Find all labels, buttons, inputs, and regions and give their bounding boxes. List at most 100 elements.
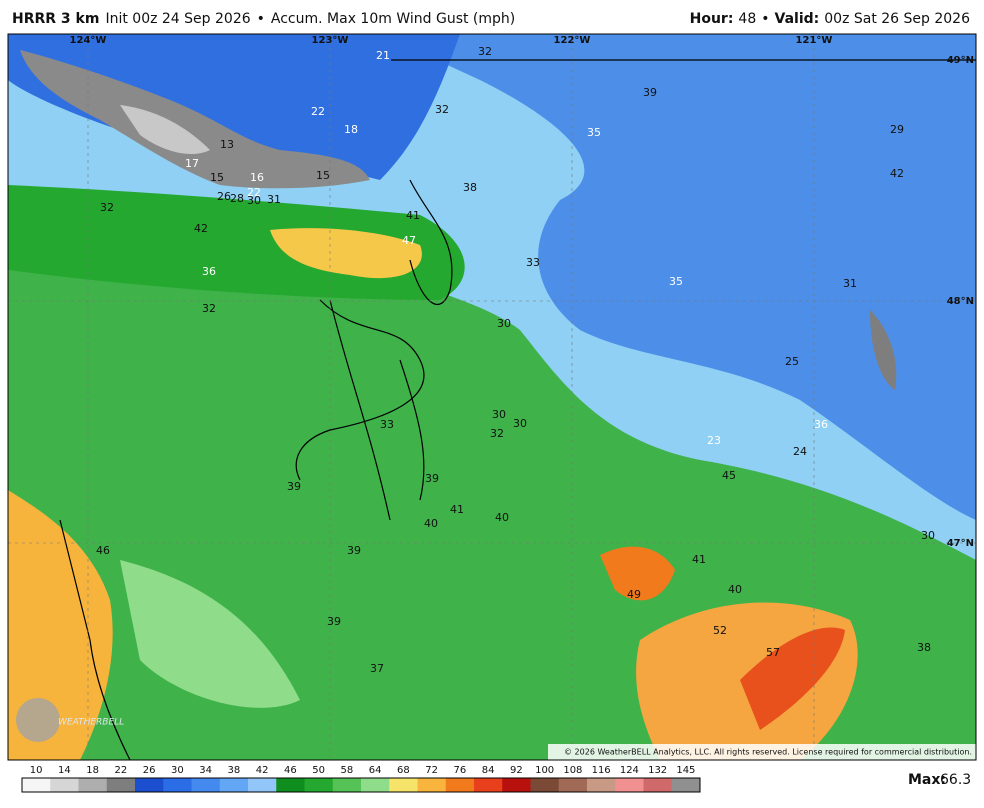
graticule xyxy=(8,34,976,760)
scale-swatch xyxy=(445,778,475,792)
value-label: 25 xyxy=(785,355,799,368)
scale-swatch xyxy=(587,778,616,792)
copyright: © 2026 WeatherBELL Analytics, LLC. All r… xyxy=(564,748,972,757)
value-label: 39 xyxy=(643,86,657,99)
value-label: 41 xyxy=(692,553,706,566)
value-label: 26 xyxy=(217,190,231,203)
value-label: 38 xyxy=(917,641,931,654)
region-light-green xyxy=(120,560,300,708)
scale-tick-label: 64 xyxy=(369,765,382,776)
scale-tick-label: 132 xyxy=(648,765,667,776)
value-label: 37 xyxy=(370,662,384,675)
field-name: Accum. Max 10m Wind Gust (mph) xyxy=(271,11,515,27)
scale-swatch xyxy=(615,778,644,792)
scale-tick-label: 145 xyxy=(676,765,695,776)
value-label: 36 xyxy=(814,418,828,431)
scale-tick-label: 100 xyxy=(535,765,554,776)
scale-tick-label: 30 xyxy=(171,765,184,776)
scale-swatch xyxy=(163,778,192,792)
scale-tick-label: 116 xyxy=(592,765,611,776)
max-value: 66.3 xyxy=(940,772,971,788)
region-yellow xyxy=(270,228,422,279)
value-label: 35 xyxy=(669,275,683,288)
separator: • xyxy=(257,11,265,27)
region-gray xyxy=(120,105,210,155)
watermark: WEATHERBELL xyxy=(58,718,124,728)
value-label: 52 xyxy=(713,624,727,637)
value-label: 45 xyxy=(722,469,736,482)
value-label: 22 xyxy=(311,105,325,118)
scale-tick-label: 46 xyxy=(284,765,297,776)
value-label: 30 xyxy=(247,194,261,207)
coastline xyxy=(59,179,453,760)
value-label: 40 xyxy=(728,583,742,596)
scale-swatch xyxy=(502,778,531,792)
grid-label: 121°W xyxy=(796,35,833,46)
region-red xyxy=(740,627,845,730)
value-label: 15 xyxy=(210,171,224,184)
separator: • xyxy=(761,11,769,27)
value-label: 41 xyxy=(450,503,464,516)
scale-swatch xyxy=(50,778,79,792)
header: HRRR 3 km Init 00z 24 Sep 2026 • Accum. … xyxy=(12,11,970,27)
scale-swatch xyxy=(389,778,418,792)
max-label: Max: xyxy=(908,772,946,788)
valid-time: 00z Sat 26 Sep 2026 xyxy=(824,11,970,27)
value-label: 30 xyxy=(497,317,511,330)
scale-swatch xyxy=(191,778,221,792)
scale-tick-label: 10 xyxy=(30,765,43,776)
region-orange xyxy=(600,546,675,601)
color-scale: 10 14 18 22 26 30 34 38 42 46 50 58 64 68 72 76 84 92 100 1… xyxy=(21,765,701,793)
scale-frame xyxy=(21,777,701,793)
scale-tick-label: 26 xyxy=(143,765,156,776)
scale-swatch xyxy=(671,778,701,792)
scale-swatch xyxy=(22,778,51,792)
grid-label: 124°W xyxy=(70,35,107,46)
logo-icon xyxy=(16,698,60,742)
scale-tick-label: 84 xyxy=(482,765,495,776)
region-gray xyxy=(20,50,370,189)
scale-tick-label: 50 xyxy=(312,765,325,776)
value-label: 32 xyxy=(490,427,504,440)
scale-tick-label: 108 xyxy=(563,765,582,776)
value-label: 57 xyxy=(766,646,780,659)
value-label: 39 xyxy=(425,472,439,485)
grid-label: 48°N xyxy=(947,296,974,307)
hour-label: Hour: xyxy=(690,11,734,27)
value-label: 15 xyxy=(316,169,330,182)
value-label: 38 xyxy=(463,181,477,194)
value-label: 24 xyxy=(793,445,807,458)
value-label: 28 xyxy=(230,192,244,205)
value-label: 40 xyxy=(495,511,509,524)
value-label: 13 xyxy=(220,138,234,151)
value-label: 31 xyxy=(267,193,281,206)
value-label: 36 xyxy=(202,265,216,278)
scale-swatch xyxy=(135,778,164,792)
value-label: 42 xyxy=(194,222,208,235)
value-label: 32 xyxy=(435,103,449,116)
scale-swatch xyxy=(558,778,588,792)
scale-swatch xyxy=(248,778,277,792)
init-time: Init 00z 24 Sep 2026 xyxy=(105,11,250,27)
copyright-box xyxy=(548,744,976,760)
scale-swatch xyxy=(219,778,249,792)
value-label: 30 xyxy=(492,408,506,421)
grid-label: 122°W xyxy=(554,35,591,46)
grid-labels: 124°W 123°W 122°W 121°W 49°N 48°N 47°N xyxy=(70,35,974,549)
value-label: 32 xyxy=(202,302,216,315)
value-label: 41 xyxy=(406,209,420,222)
value-label: 39 xyxy=(347,544,361,557)
value-label: 33 xyxy=(526,256,540,269)
value-label: 33 xyxy=(380,418,394,431)
value-label: 35 xyxy=(587,126,601,139)
hour: 48 xyxy=(738,11,756,27)
scale-swatch xyxy=(78,778,108,792)
scale-swatch xyxy=(417,778,447,792)
value-label: 29 xyxy=(890,123,904,136)
model-name: HRRR 3 km xyxy=(12,11,99,27)
scale-tick-label: 34 xyxy=(199,765,212,776)
value-label: 39 xyxy=(287,480,301,493)
value-label: 23 xyxy=(707,434,721,447)
scale-tick-label: 18 xyxy=(86,765,99,776)
